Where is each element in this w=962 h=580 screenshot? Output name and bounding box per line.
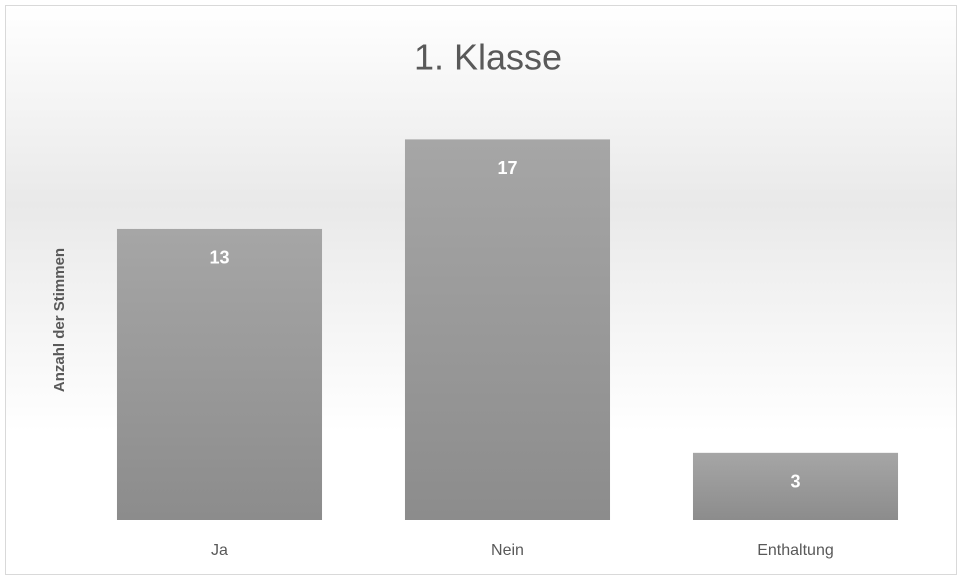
data-label: 17 <box>497 158 517 178</box>
data-label: 13 <box>209 248 229 268</box>
y-axis-label: Anzahl der Stimmen <box>51 248 68 392</box>
x-tick-label: Enthaltung <box>757 542 834 559</box>
data-label: 3 <box>790 472 800 492</box>
chart-title: 1. Klasse <box>414 37 562 78</box>
bar <box>692 452 899 520</box>
x-tick-label: Nein <box>491 542 524 559</box>
bar <box>116 228 323 520</box>
x-tick-label: Ja <box>211 542 228 559</box>
bar <box>404 139 611 520</box>
